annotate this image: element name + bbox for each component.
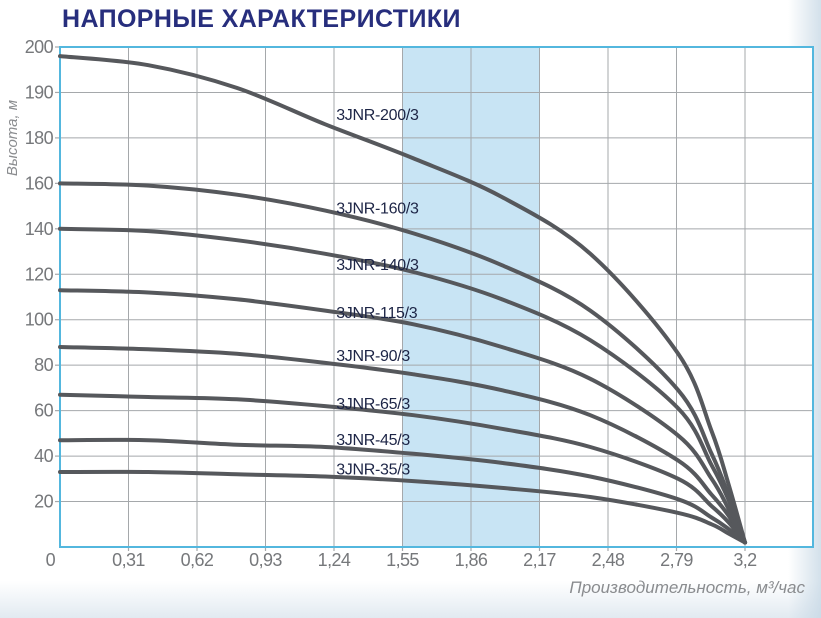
curve-label-3JNR-115/3: 3JNR-115/3 xyxy=(336,305,418,322)
origin-tick-label: 0 xyxy=(46,550,56,570)
y-tick-label: 100 xyxy=(25,310,54,330)
curve-3JNR-200/3 xyxy=(58,54,747,545)
curve-3JNR-45/3 xyxy=(58,437,747,545)
y-tick-label: 20 xyxy=(34,492,53,512)
y-axis-title: Высота, м xyxy=(4,100,21,176)
curve-3JNR-90/3 xyxy=(58,345,747,545)
curve-label-3JNR-45/3: 3JNR-45/3 xyxy=(336,432,410,449)
y-tick-label: 160 xyxy=(25,173,54,193)
x-tick-label: 1,24 xyxy=(318,550,351,570)
y-tick-label: 190 xyxy=(25,82,54,102)
x-tick-label: 3,2 xyxy=(733,550,757,570)
curve-label-3JNR-200/3: 3JNR-200/3 xyxy=(336,107,419,124)
chart-title: НАПОРНЫЕ ХАРАКТЕРИСТИКИ xyxy=(62,5,461,33)
plot-frame xyxy=(59,46,814,548)
curve-label-3JNR-160/3: 3JNR-160/3 xyxy=(336,200,419,217)
y-tick-label: 60 xyxy=(34,401,53,421)
y-tick-label: 40 xyxy=(34,446,53,466)
curve-label-3JNR-35/3: 3JNR-35/3 xyxy=(336,462,410,479)
x-tick-label: 1,86 xyxy=(455,550,488,570)
y-tick-label: 120 xyxy=(25,264,54,284)
x-tick-label: 0,31 xyxy=(112,550,145,570)
x-tick-label: 2,79 xyxy=(660,550,693,570)
curve-3JNR-160/3 xyxy=(58,181,747,545)
curve-3JNR-140/3 xyxy=(58,226,747,545)
x-tick-label: 2,48 xyxy=(592,550,625,570)
x-axis-title: Производительность, м³/час xyxy=(569,578,805,597)
y-tick-label: 180 xyxy=(25,128,54,148)
curve-label-3JNR-65/3: 3JNR-65/3 xyxy=(336,396,410,413)
x-tick-label: 2,17 xyxy=(523,550,556,570)
x-tick-label: 0,93 xyxy=(249,550,282,570)
y-tick-label: 140 xyxy=(25,219,54,239)
plot-area: 3JNR-200/3 3JNR-160/3 3JNR-140/3 3JNR-115/3… xyxy=(25,37,814,570)
curve-label-3JNR-90/3: 3JNR-90/3 xyxy=(336,348,410,365)
y-tick-label: 200 xyxy=(25,37,54,57)
curve-3JNR-115/3 xyxy=(58,288,747,545)
x-tick-label: 0,62 xyxy=(181,550,214,570)
curve-3JNR-65/3 xyxy=(58,392,747,545)
x-tick-label: 1,55 xyxy=(386,550,419,570)
y-tick-label: 80 xyxy=(34,355,53,375)
curve-3JNR-35/3 xyxy=(58,469,747,545)
curve-label-3JNR-140/3: 3JNR-140/3 xyxy=(336,257,419,274)
